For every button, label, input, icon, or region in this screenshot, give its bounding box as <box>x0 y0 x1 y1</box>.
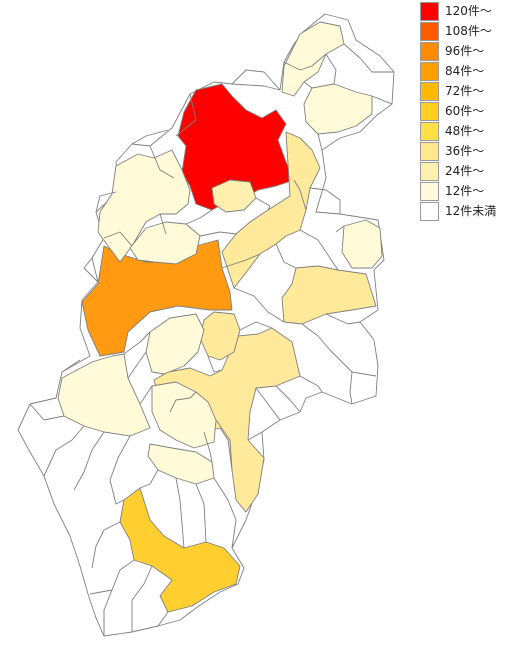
legend: 120件～ 108件～ 96件～ 84件～ 72件～ 60件～ 48件～ 36件… <box>420 1 518 221</box>
region-near-nagano[interactable] <box>211 179 257 213</box>
legend-label: 72件～ <box>445 83 485 98</box>
legend-item-84: 84件～ <box>420 61 518 81</box>
legend-swatch <box>420 61 439 81</box>
municipal-borders <box>29 43 394 636</box>
legend-label: 36件～ <box>445 143 485 158</box>
legend-label: 84件～ <box>445 63 485 78</box>
legend-label: 120件～ <box>445 3 492 18</box>
legend-item-120: 120件～ <box>420 1 518 21</box>
legend-item-12: 12件～ <box>420 181 518 201</box>
region-kiso-area[interactable] <box>57 353 151 437</box>
legend-item-72: 72件～ <box>420 81 518 101</box>
legend-swatch <box>420 161 439 181</box>
legend-item-96: 96件～ <box>420 41 518 61</box>
region-omachi-area[interactable] <box>129 221 201 265</box>
legend-label: 12件～ <box>445 183 485 198</box>
legend-swatch <box>420 1 439 21</box>
legend-swatch <box>420 141 439 161</box>
region-northeast-right[interactable] <box>303 83 373 135</box>
legend-swatch <box>420 41 439 61</box>
legend-label: 60件～ <box>445 103 485 118</box>
legend-item-24: 24件～ <box>420 161 518 181</box>
legend-item-48: 48件～ <box>420 121 518 141</box>
legend-label: 96件～ <box>445 43 485 58</box>
region-south-strip[interactable] <box>147 443 215 485</box>
legend-swatch <box>420 81 439 101</box>
region-saku-city[interactable] <box>281 265 377 325</box>
legend-swatch <box>420 121 439 141</box>
region-nagano-city[interactable] <box>177 83 295 211</box>
region-central-south[interactable] <box>151 381 217 449</box>
legend-swatch <box>420 181 439 201</box>
legend-label: 48件～ <box>445 123 485 138</box>
region-nakano-area[interactable] <box>281 21 345 97</box>
legend-label: 108件～ <box>445 23 492 38</box>
legend-item-under-12: 12件未満 <box>420 201 518 221</box>
legend-label: 24件～ <box>445 163 485 178</box>
legend-swatch <box>420 201 439 221</box>
region-shiojiri-area[interactable] <box>145 313 205 375</box>
region-suwa-area[interactable] <box>199 311 241 361</box>
legend-item-60: 60件～ <box>420 101 518 121</box>
legend-item-36: 36件～ <box>420 141 518 161</box>
legend-label: 12件未満 <box>445 203 497 218</box>
legend-item-108: 108件～ <box>420 21 518 41</box>
legend-swatch <box>420 21 439 41</box>
region-komoro-area[interactable] <box>341 219 383 269</box>
legend-swatch <box>420 101 439 121</box>
